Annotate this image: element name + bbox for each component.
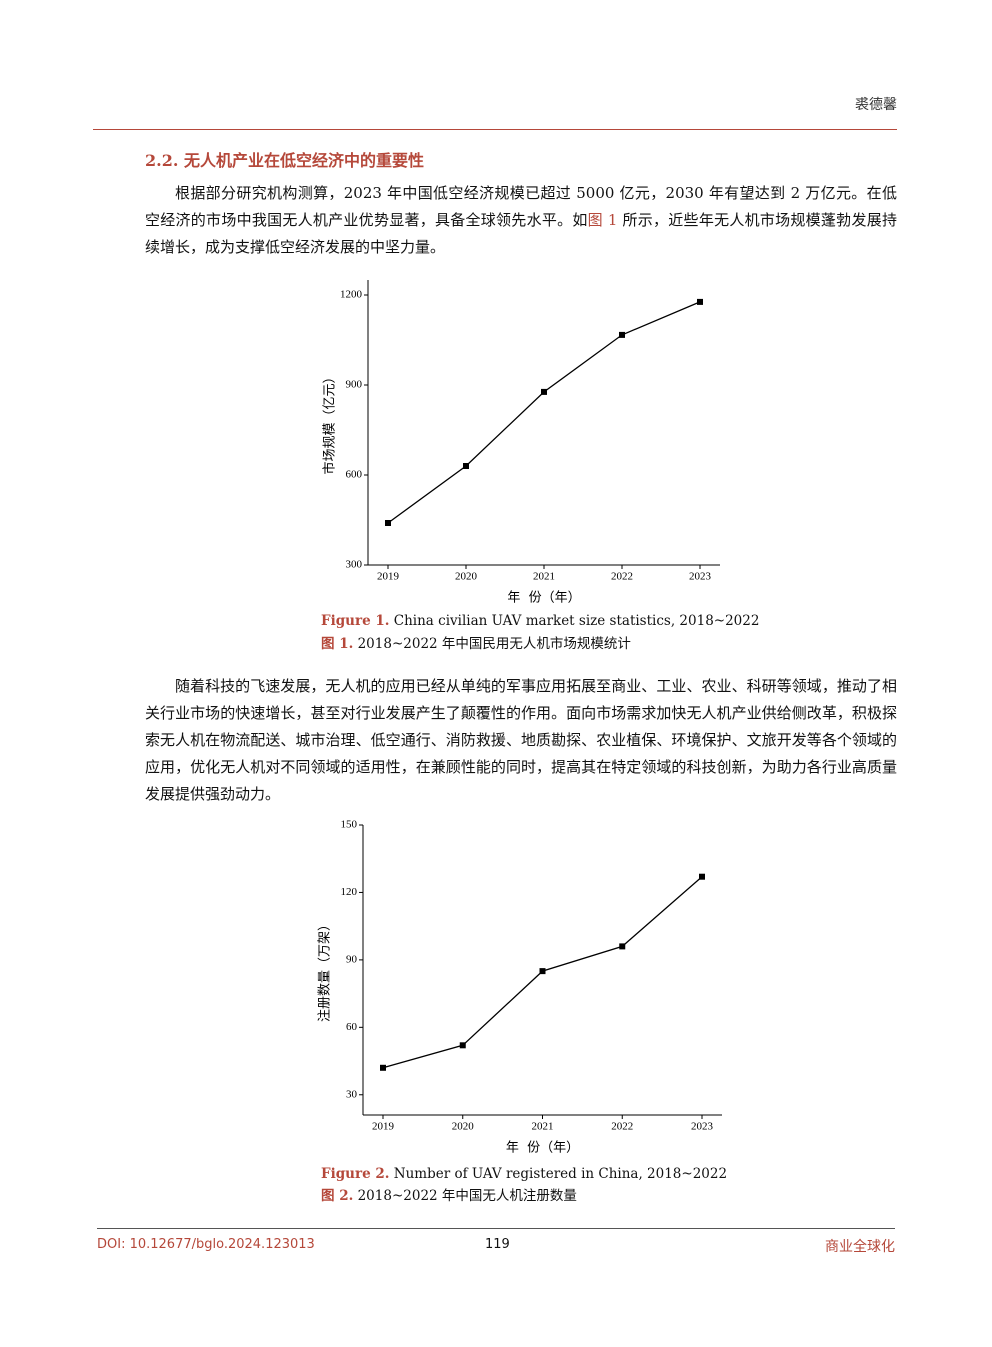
y-tick-label: 150 bbox=[341, 819, 358, 831]
x-tick-label: 2019 bbox=[377, 571, 400, 583]
caption-text: China civilian UAV market size statistic… bbox=[393, 613, 760, 629]
marker bbox=[541, 388, 547, 395]
marker bbox=[539, 968, 546, 975]
doi[interactable]: DOI: 10.12677/bglo.2024.123013 bbox=[97, 1237, 315, 1252]
page-number: 119 bbox=[485, 1237, 510, 1252]
section-number: 2.2. bbox=[145, 151, 179, 170]
caption-zh: 图 1. 2018~2022 年中国民用无人机市场规模统计 bbox=[321, 632, 631, 652]
x-axis-label: 年 份（年） bbox=[507, 591, 580, 606]
y-axis-label: 注册数量（万架） bbox=[318, 918, 333, 1022]
x-tick-label: 2023 bbox=[689, 571, 712, 583]
section-heading: 2.2. 无人机产业在低空经济中的重要性 bbox=[145, 147, 424, 171]
footer-rule bbox=[97, 1228, 895, 1229]
figure-ref[interactable]: 图 1 bbox=[587, 211, 618, 229]
caption-text: Number of UAV registered in China, 2018~… bbox=[393, 1166, 728, 1182]
paragraph: 随着科技的飞速发展，无人机的应用已经从单纯的军事应用拓展至商业、工业、农业、科研… bbox=[145, 673, 897, 808]
x-tick-label: 2021 bbox=[532, 1121, 554, 1133]
caption-text: 2018~2022 年中国无人机注册数量 bbox=[357, 1188, 577, 1204]
text: 所示，近些年无人机市场规模蓬勃发展持续增长，成为支撑低空经济发展的中坚力量。 bbox=[145, 211, 897, 256]
paragraph: 根据部分研究机构测算，2023 年中国低空经济规模已超过 5000 亿元，203… bbox=[145, 180, 897, 261]
marker bbox=[385, 520, 391, 526]
caption-en: Figure 2. Number of UAV registered in Ch… bbox=[321, 1166, 727, 1182]
y-tick-label: 120 bbox=[341, 886, 358, 898]
caption-label: 图 1. bbox=[321, 636, 354, 652]
y-tick-label: 900 bbox=[346, 379, 363, 391]
line bbox=[387, 301, 701, 524]
y-tick-label: 60 bbox=[346, 1021, 358, 1033]
y-tick-label: 30 bbox=[346, 1088, 358, 1100]
text: 随着科技的飞速发展，无人机的应用已经从单纯的军事应用拓展至商业、工业、农业、科研… bbox=[145, 677, 897, 803]
caption-text: 2018~2022 年中国民用无人机市场规模统计 bbox=[357, 636, 631, 652]
x-tick-label: 2020 bbox=[455, 571, 478, 583]
marker bbox=[697, 298, 703, 305]
x-tick-label: 2021 bbox=[533, 571, 555, 583]
x-tick-label: 2022 bbox=[611, 1121, 633, 1133]
x-tick-label: 2019 bbox=[372, 1121, 395, 1133]
y-tick-label: 600 bbox=[346, 469, 363, 481]
y-axis-label: 市场规模（亿元） bbox=[322, 370, 338, 474]
marker bbox=[619, 943, 626, 950]
x-axis-label: 年 份（年） bbox=[506, 1141, 579, 1156]
text: 根据部分研究机构测算，2023 年中国低空经济规模已超过 5000 亿元，203… bbox=[145, 184, 897, 229]
chart: 300 600 900 1200 2019 2020 2021 2022 2023 年 份（年） 市… bbox=[322, 280, 720, 606]
caption-label: Figure 1. bbox=[321, 613, 390, 629]
caption-en: Figure 1. China civilian UAV market size… bbox=[321, 613, 759, 629]
caption-label: Figure 2. bbox=[321, 1166, 390, 1182]
x-tick-label: 2022 bbox=[611, 571, 633, 583]
y-tick-label: 90 bbox=[346, 953, 358, 965]
marker bbox=[699, 873, 705, 880]
caption-zh: 图 2. 2018~2022 年中国无人机注册数量 bbox=[321, 1184, 577, 1204]
caption-label: 图 2. bbox=[321, 1188, 354, 1204]
marker bbox=[380, 1064, 386, 1071]
y-tick-label: 300 bbox=[346, 559, 363, 571]
section-title: 无人机产业在低空经济中的重要性 bbox=[183, 151, 424, 170]
marker bbox=[459, 1042, 466, 1049]
y-tick-label: 1200 bbox=[340, 289, 363, 301]
header-rule bbox=[93, 129, 897, 130]
x-tick-label: 2020 bbox=[452, 1121, 475, 1133]
marker bbox=[463, 463, 469, 469]
journal: 商业全球化 bbox=[825, 1239, 895, 1255]
x-tick-label: 2023 bbox=[691, 1121, 714, 1133]
chart: 30 60 90 120 150 2019 2020 2021 2022 2023 年 份（年） 注册… bbox=[318, 819, 722, 1156]
marker bbox=[619, 331, 625, 338]
author: 裘德馨 bbox=[855, 97, 897, 113]
